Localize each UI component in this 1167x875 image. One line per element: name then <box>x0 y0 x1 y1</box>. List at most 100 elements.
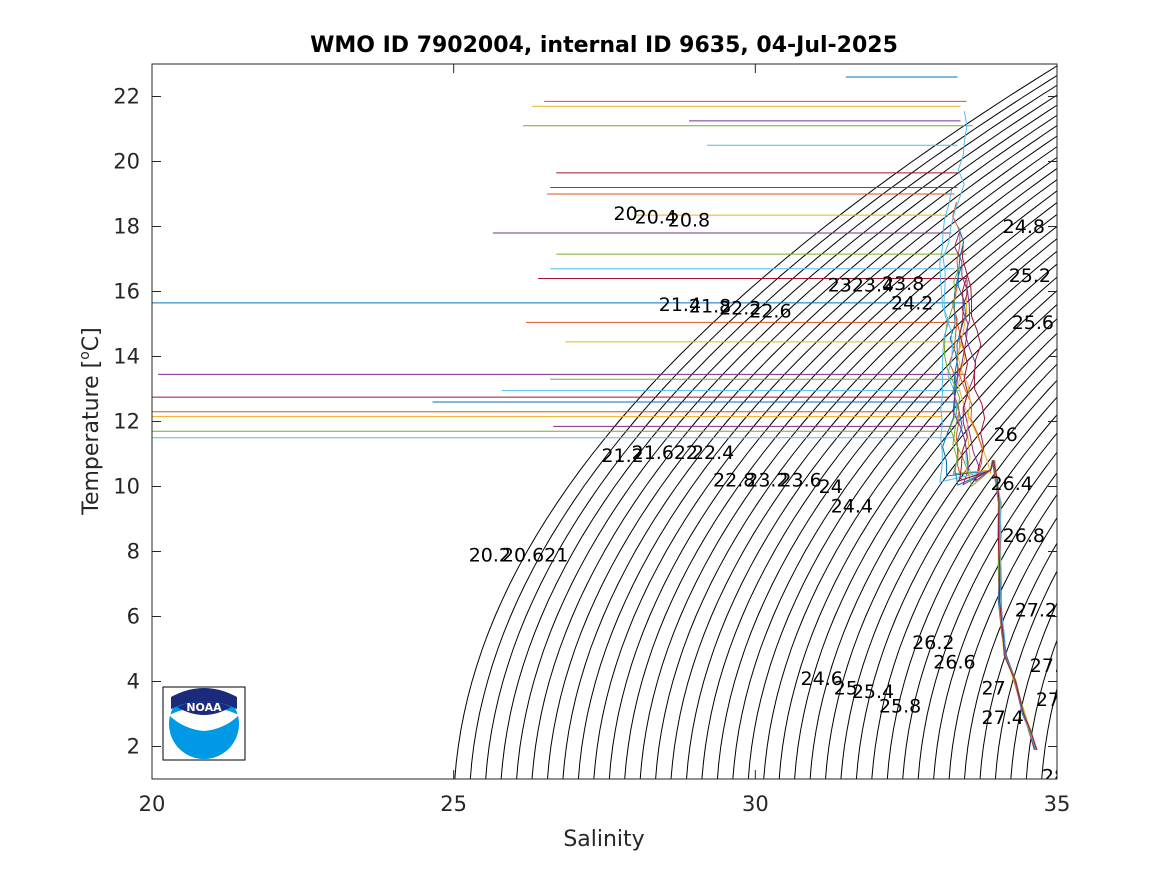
y-tick-label: 14 <box>113 345 140 369</box>
y-tick-label: 20 <box>113 150 140 174</box>
density-contour <box>500 94 1057 779</box>
density-contour <box>732 263 1057 779</box>
contour-label: 24.8 <box>1003 216 1045 238</box>
density-contour <box>763 289 1057 779</box>
contour-label: 27.2 <box>1015 600 1057 622</box>
density-contour <box>1041 686 1057 779</box>
contour-label: 23.4 <box>852 275 894 297</box>
y-tick-label: 12 <box>113 410 140 434</box>
contour-label: 23 <box>828 275 852 297</box>
contour-label: 27.8 <box>1036 689 1078 711</box>
y-axis-label-main: Temperature [ <box>79 360 104 516</box>
y-tick-label: 6 <box>127 605 140 629</box>
profile-line <box>958 275 1038 750</box>
y-tick-label: 8 <box>127 540 140 564</box>
contour-label: 20.6 <box>502 544 544 566</box>
contour-label: 23.2 <box>746 470 788 492</box>
contour-label: 22.8 <box>713 470 755 492</box>
density-contour <box>608 167 1057 779</box>
contour-label: 22.2 <box>719 297 761 319</box>
density-contour <box>547 124 1057 779</box>
contour-label: 25.2 <box>1009 265 1051 287</box>
density-contour <box>577 146 1057 779</box>
contour-label: 21.2 <box>601 445 643 467</box>
density-contour <box>917 451 1057 779</box>
contour-label: 27 <box>982 678 1006 700</box>
contour-label: 21.8 <box>689 296 731 318</box>
contour-label: 21 <box>544 544 568 566</box>
contour-label: 23.6 <box>779 470 821 492</box>
contour-label: 20.8 <box>668 210 710 232</box>
density-contour <box>655 201 1057 779</box>
density-contour <box>670 213 1057 779</box>
y-tick-label: 16 <box>113 280 140 304</box>
contour-label: 24 <box>819 476 843 498</box>
contour-label: 27.4 <box>982 707 1024 729</box>
contour-label: 24.6 <box>801 668 843 690</box>
y-axis-label: Temperature [oC] <box>77 327 104 515</box>
contour-label: 20.4 <box>635 206 677 228</box>
x-axis-label: Salinity <box>563 827 644 852</box>
density-contour <box>454 65 1057 779</box>
y-tick-label: 2 <box>127 735 140 759</box>
density-contour <box>1025 638 1057 779</box>
density-contour <box>1056 775 1057 779</box>
contour-label: 20 <box>614 203 638 225</box>
density-contour <box>593 156 1057 779</box>
contour-label: 25.4 <box>852 681 894 703</box>
density-contour <box>948 493 1057 779</box>
density-contour <box>747 276 1057 779</box>
y-tick-label: 18 <box>113 215 140 239</box>
contour-label: 21.4 <box>659 294 701 316</box>
density-contour <box>902 432 1057 779</box>
density-contour <box>964 516 1057 779</box>
y-axis-label-sup: o <box>77 351 93 360</box>
density-contour <box>485 84 1057 779</box>
density-contour <box>531 114 1057 779</box>
contour-label: 26.8 <box>1003 525 1045 547</box>
x-tick-label: 25 <box>440 792 467 816</box>
contour-label: 23.8 <box>882 273 924 295</box>
density-contour <box>701 238 1057 779</box>
contour-label: 24.2 <box>891 292 933 314</box>
density-contour <box>933 472 1057 779</box>
contour-label: 27.6 <box>1030 655 1072 677</box>
contour-label: 21.6 <box>632 442 674 464</box>
density-contour <box>855 379 1057 779</box>
plot-frame <box>151 63 1058 780</box>
chart-title: WMO ID 7902004, internal ID 9635, 04-Jul… <box>310 33 898 58</box>
density-contour <box>778 303 1057 779</box>
contour-label: 25 <box>834 678 858 700</box>
contour-label: 26.4 <box>991 473 1033 495</box>
x-tick-label: 30 <box>742 792 769 816</box>
contour-label: 22 <box>674 442 698 464</box>
y-axis-label-end: C] <box>79 327 104 351</box>
contour-label: 20.2 <box>469 544 511 566</box>
density-contour <box>1010 601 1057 779</box>
y-tick-label: 4 <box>127 670 140 694</box>
density-contour <box>562 135 1057 779</box>
contour-label: 26.2 <box>912 632 954 654</box>
contour-label: 26 <box>994 424 1018 446</box>
contour-label: 22.4 <box>692 442 734 464</box>
density-contour <box>871 396 1057 779</box>
density-contour <box>979 542 1057 779</box>
density-contour <box>994 570 1057 779</box>
density-contours <box>454 65 1057 779</box>
density-contour <box>840 363 1057 779</box>
contour-label: 24.4 <box>831 496 873 518</box>
noaa-logo-bird-icon <box>169 707 239 731</box>
density-contour <box>809 332 1057 779</box>
density-contour <box>516 104 1057 779</box>
y-tick-label: 10 <box>113 475 140 499</box>
density-contour <box>639 190 1057 779</box>
contour-label: 25.8 <box>879 695 921 717</box>
contour-label: 26.6 <box>933 652 975 674</box>
svg-text:NOAA: NOAA <box>186 701 222 714</box>
density-contour <box>825 347 1057 779</box>
x-tick-label: 20 <box>139 792 166 816</box>
contour-label: 28 <box>1042 765 1066 787</box>
